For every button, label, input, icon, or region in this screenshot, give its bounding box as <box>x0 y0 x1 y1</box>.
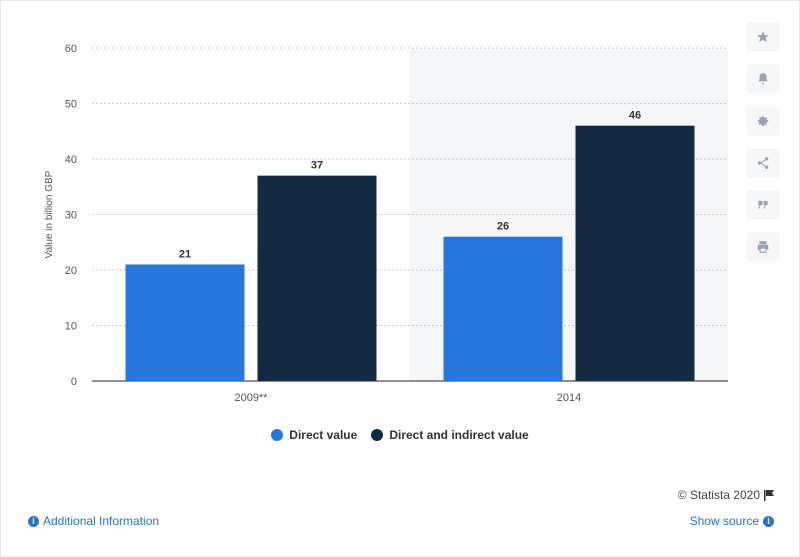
share-icon <box>757 157 769 169</box>
share-button[interactable] <box>746 148 780 178</box>
bar-value-label: 21 <box>179 248 191 260</box>
bell-icon <box>758 73 768 85</box>
legend-label-direct-indirect: Direct and indirect value <box>389 428 529 442</box>
bar <box>257 175 377 381</box>
info-icon: i <box>28 515 39 527</box>
y-axis-title: Value in billion GBP <box>44 170 55 258</box>
y-tick-label: 30 <box>65 210 77 222</box>
quote-icon <box>758 200 768 209</box>
print-icon <box>757 241 769 253</box>
cite-button[interactable] <box>746 190 780 220</box>
settings-button[interactable] <box>746 106 780 136</box>
y-tick-label: 40 <box>65 154 77 166</box>
bar-value-label: 26 <box>497 221 509 233</box>
print-button[interactable] <box>746 232 780 262</box>
bar <box>575 125 695 381</box>
bar-value-label: 46 <box>629 110 641 122</box>
favorite-button[interactable] <box>746 22 780 52</box>
legend-label-direct: Direct value <box>289 428 358 442</box>
legend-marker-direct-indirect <box>371 429 384 441</box>
notification-button[interactable] <box>746 64 780 94</box>
statista-credit: © Statista 2020 <box>678 488 774 502</box>
additional-information-label: Additional Information <box>43 514 160 528</box>
y-tick-label: 10 <box>65 321 77 333</box>
y-tick-label: 20 <box>65 265 77 277</box>
legend-item-direct[interactable]: Direct value <box>271 428 357 442</box>
bar <box>443 236 563 381</box>
bar <box>125 264 245 381</box>
y-tick-label: 60 <box>65 43 77 55</box>
star-icon <box>757 31 769 43</box>
y-tick-label: 0 <box>71 376 77 388</box>
show-source-label: Show source <box>689 514 759 528</box>
x-tick-label: 2009** <box>234 392 268 404</box>
flag-icon[interactable] <box>764 489 774 501</box>
y-tick-label: 50 <box>65 99 77 111</box>
credit-text: © Statista 2020 <box>677 488 760 502</box>
legend-item-direct-indirect[interactable]: Direct and indirect value <box>371 428 529 442</box>
legend-marker-direct <box>271 429 284 441</box>
show-source-link[interactable]: Show source i <box>690 514 774 528</box>
gear-icon <box>757 115 769 127</box>
x-tick-label: 2014 <box>557 392 581 404</box>
info-icon: i <box>763 515 774 527</box>
chart-legend: Direct value Direct and indirect value <box>0 428 800 442</box>
additional-information-link[interactable]: i Additional Information <box>28 514 159 528</box>
bar-value-label: 37 <box>311 160 323 172</box>
